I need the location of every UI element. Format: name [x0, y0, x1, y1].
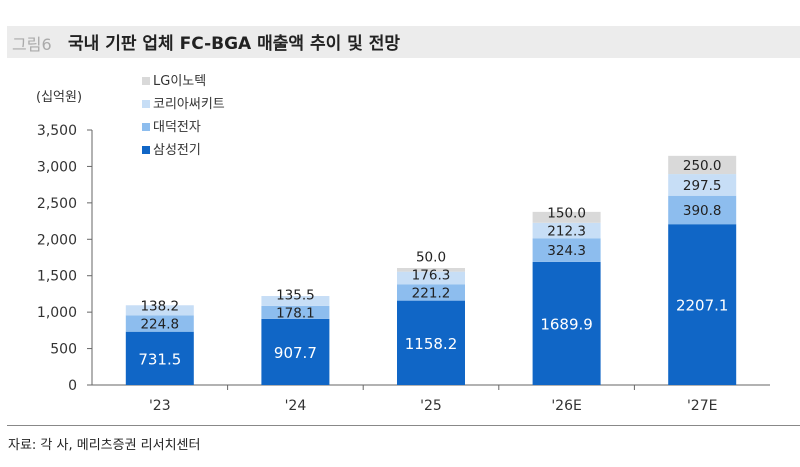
- bar-segment: [397, 268, 465, 272]
- x-tick-label: '26E: [551, 398, 582, 414]
- data-label: 138.2: [140, 299, 179, 315]
- data-label: 297.5: [683, 178, 722, 194]
- legend-item: LG이노텍: [142, 70, 225, 93]
- x-tick-label: '25: [420, 398, 442, 414]
- x-tick-label: '27E: [687, 398, 718, 414]
- data-label: 50.0: [416, 250, 446, 266]
- data-label: 2207.1: [676, 297, 729, 315]
- y-tick-label: 2,000: [37, 232, 77, 248]
- data-label: 221.2: [412, 286, 451, 302]
- y-tick-label: 2,500: [37, 196, 77, 212]
- y-tick-label: 0: [68, 378, 77, 394]
- y-tick-label: 1,000: [37, 305, 77, 321]
- legend-swatch: [142, 77, 150, 85]
- bar-segment: [125, 331, 194, 385]
- data-label: 390.8: [683, 203, 722, 219]
- unit-label: (십억원): [36, 90, 83, 105]
- source-note: 자료: 각 사, 메리츠증권 리서치센터: [8, 438, 201, 453]
- bar-segment: [125, 315, 194, 332]
- title-bar: [7, 26, 800, 58]
- legend-swatch: [142, 146, 150, 154]
- bar-segment: [532, 261, 601, 385]
- legend-label: 삼성전기: [153, 143, 201, 158]
- chart-title: 국내 기판 업체 FC-BGA 매출액 추이 및 전망: [68, 34, 400, 54]
- data-label: 178.1: [276, 305, 315, 321]
- legend-swatch: [142, 100, 150, 108]
- x-tick-label: '24: [285, 398, 307, 414]
- bar-segment: [668, 155, 737, 175]
- bar-segment: [532, 238, 601, 262]
- bar-segment: [397, 271, 465, 285]
- bar-segment: [397, 284, 465, 301]
- y-tick-label: 1,500: [37, 269, 77, 285]
- bar-segment: [532, 222, 601, 239]
- data-label: 224.8: [140, 317, 179, 333]
- bar-segment: [532, 211, 601, 223]
- legend-label: LG이노텍: [153, 74, 207, 89]
- figure-label: 그림6: [12, 35, 52, 54]
- y-tick-label: 3,500: [37, 123, 77, 139]
- y-tick-label: 3,000: [37, 159, 77, 175]
- bar-segment: [261, 296, 330, 306]
- data-label: 907.7: [274, 344, 317, 362]
- bar-segment: [668, 195, 737, 225]
- bar-segment: [397, 300, 465, 385]
- data-label: 1689.9: [540, 315, 593, 333]
- legend-label: 코리아써키트: [153, 97, 225, 112]
- data-label: 135.5: [276, 287, 315, 303]
- bar-segment: [668, 174, 737, 196]
- divider: [7, 425, 800, 426]
- legend-item: 삼성전기: [142, 139, 225, 162]
- y-tick-label: 500: [50, 342, 77, 358]
- data-label: 731.5: [138, 350, 181, 368]
- data-label: 176.3: [412, 268, 451, 284]
- legend-item: 대덕전자: [142, 116, 225, 139]
- bar-segment: [261, 318, 330, 385]
- data-label: 324.3: [547, 243, 586, 259]
- legend-item: 코리아써키트: [142, 93, 225, 116]
- legend-label: 대덕전자: [153, 120, 201, 135]
- data-label: 1158.2: [405, 335, 458, 353]
- bar-segment: [125, 305, 194, 316]
- legend-swatch: [142, 123, 150, 131]
- x-tick-label: '23: [149, 398, 171, 414]
- bar-segment: [668, 224, 737, 385]
- bar-segment: [261, 305, 330, 319]
- data-label: 150.0: [547, 206, 586, 222]
- data-label: 250.0: [683, 158, 722, 174]
- data-label: 212.3: [547, 224, 586, 240]
